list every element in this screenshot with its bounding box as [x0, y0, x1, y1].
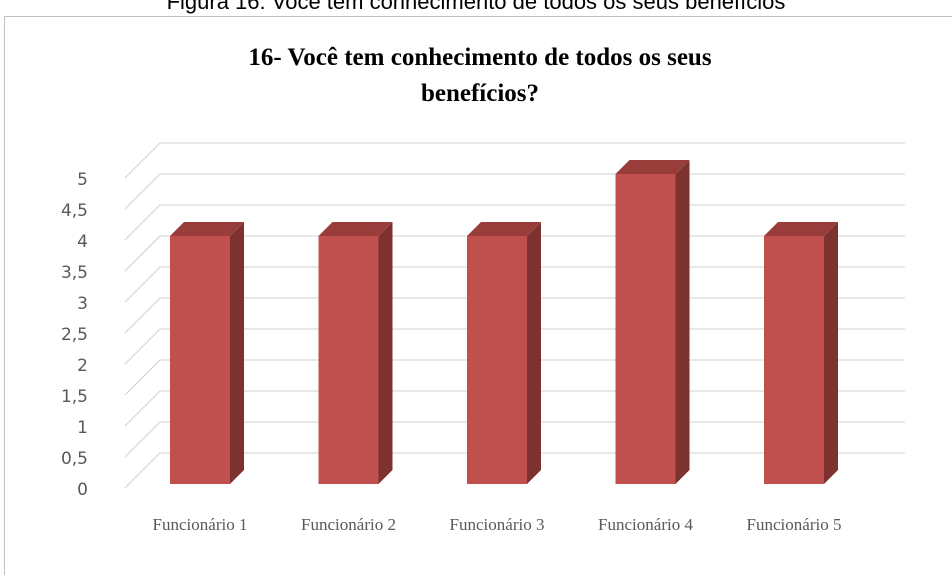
bar-top [764, 222, 838, 236]
bar-side [824, 222, 838, 484]
chart-frame [4, 16, 952, 575]
grid-line [124, 142, 905, 179]
x-tick-label: Funcionário 2 [301, 515, 396, 534]
y-tick-label: 0 [77, 480, 88, 500]
x-tick-label: Funcionário 3 [449, 515, 545, 534]
bar-top [467, 222, 541, 236]
y-tick-label: 4 [77, 232, 88, 252]
y-tick-label: 2 [77, 356, 88, 376]
chart-title: 16- Você tem conhecimento de todos os se… [248, 44, 712, 107]
bar [170, 236, 230, 484]
bar-side [527, 222, 541, 484]
bar-side [675, 160, 690, 484]
y-tick-label: 2,5 [61, 325, 88, 345]
y-tick-label: 3,5 [61, 263, 88, 283]
y-tick-label: 3 [77, 294, 88, 314]
bar-top [615, 160, 690, 174]
x-tick-label: Funcionário 5 [746, 515, 842, 534]
bar-top [170, 222, 244, 236]
y-tick-label: 4,5 [61, 201, 88, 221]
x-tick-label: Funcionário 1 [152, 515, 248, 534]
bar-top [318, 222, 393, 236]
bar-side [230, 222, 244, 484]
caption: Figura 16: Você tem conhecimento de todo… [166, 0, 786, 14]
bar [764, 236, 824, 484]
x-tick-label: Funcionário 4 [598, 515, 693, 534]
bar-side [378, 222, 393, 484]
y-tick-label: 1,5 [61, 387, 88, 407]
bar [467, 236, 527, 484]
y-tick-label: 1 [77, 418, 88, 438]
y-tick-label: 5 [77, 170, 88, 190]
y-tick-label: 0,5 [61, 449, 88, 469]
bar [318, 236, 379, 484]
bar [615, 174, 676, 484]
grid-line [124, 173, 905, 210]
